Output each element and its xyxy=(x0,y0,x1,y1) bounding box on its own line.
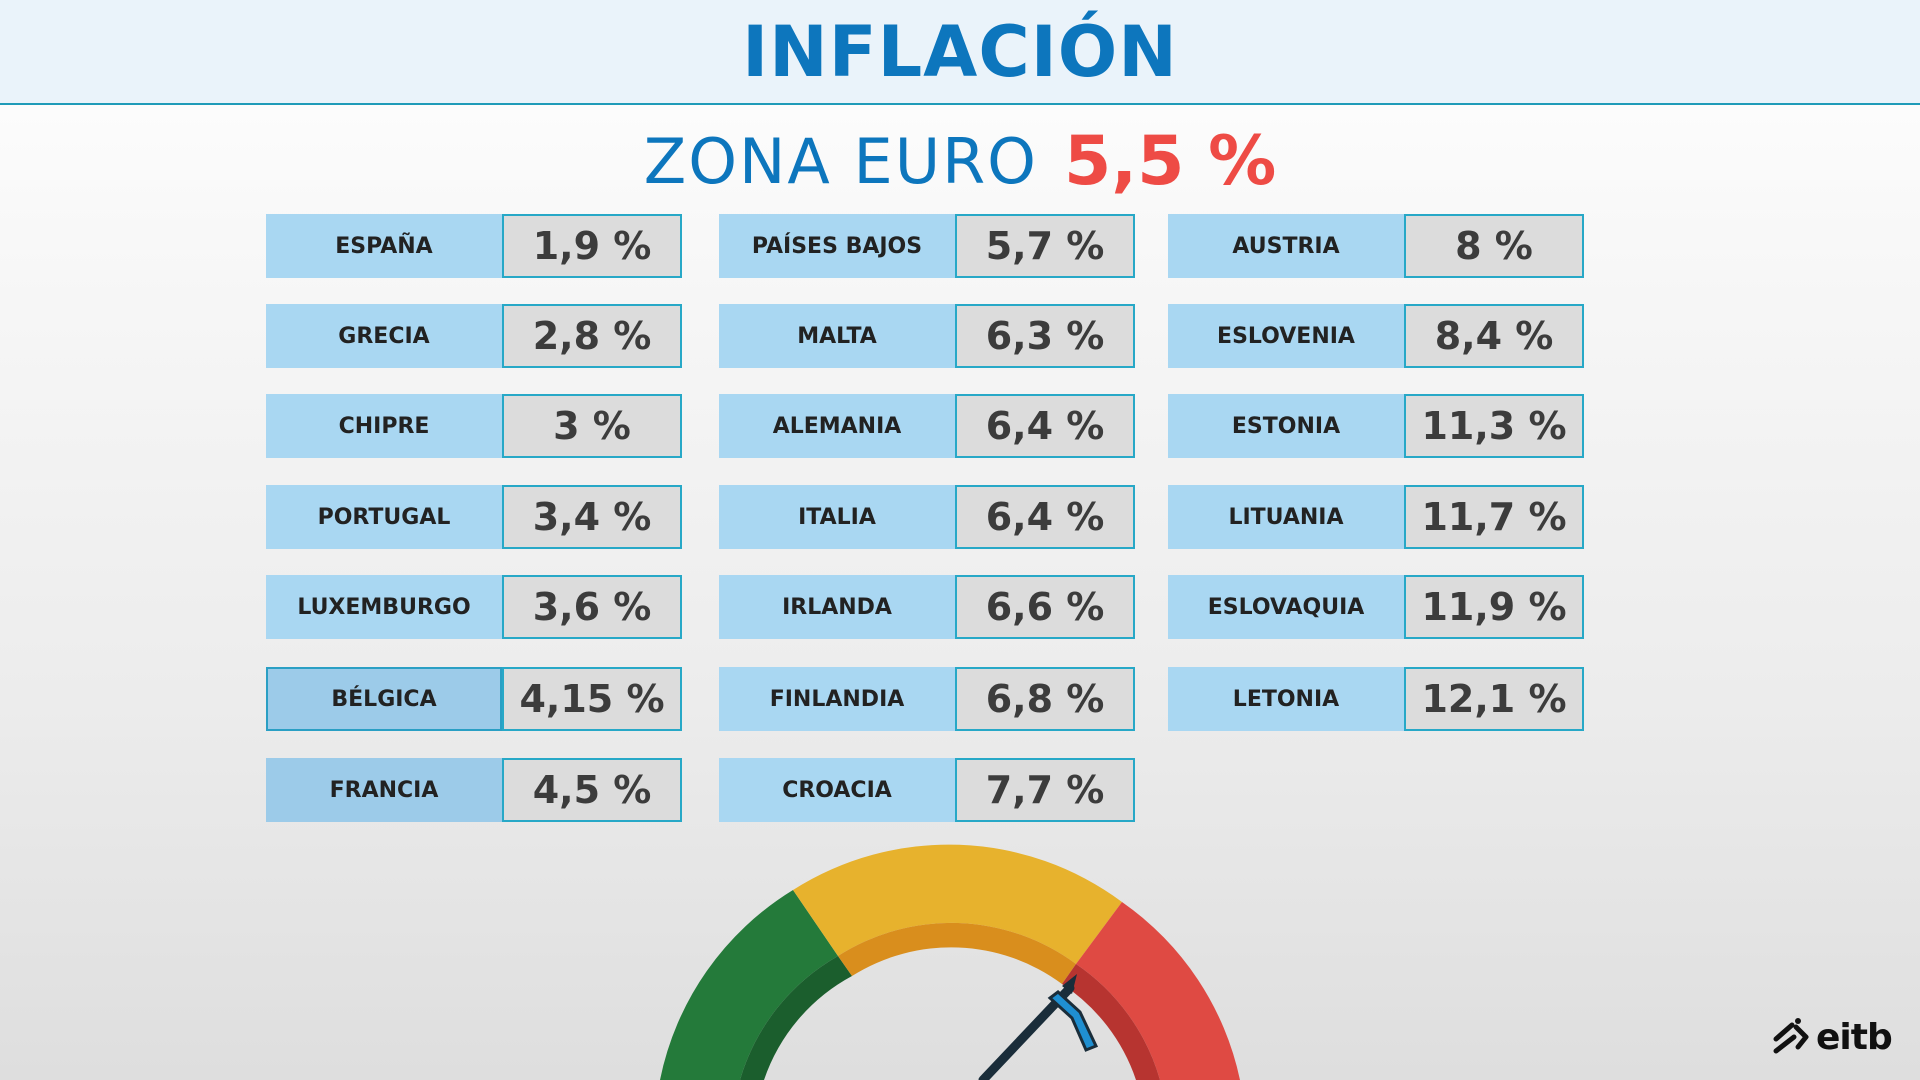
country-name: ITALIA xyxy=(719,485,955,549)
gauge-needle-tip xyxy=(1062,974,1077,994)
inflation-value: 3,6 % xyxy=(502,575,682,639)
header-bar: INFLACIÓN xyxy=(0,0,1920,105)
inflation-value: 4,15 % xyxy=(502,667,682,731)
country-name: LUXEMBURGO xyxy=(266,575,502,639)
country-row: ITALIA 6,4 % xyxy=(719,485,1135,549)
eitb-logo: eitb xyxy=(1772,1012,1902,1062)
country-name: LITUANIA xyxy=(1168,485,1404,549)
country-row: LETONIA 12,1 % xyxy=(1168,667,1584,731)
inflation-value: 1,9 % xyxy=(502,214,682,278)
country-name: ALEMANIA xyxy=(719,394,955,458)
country-row: MALTA 6,3 % xyxy=(719,304,1135,368)
country-row: CROACIA 7,7 % xyxy=(719,758,1135,822)
gauge-yellow-inner xyxy=(838,922,1076,984)
inflation-value: 6,8 % xyxy=(955,667,1135,731)
inflation-value: 11,7 % xyxy=(1404,485,1584,549)
gauge-green-inner xyxy=(740,956,852,1080)
country-name: GRECIA xyxy=(266,304,502,368)
gauge-green-segment xyxy=(660,890,838,1080)
euro-zone-summary: ZONA EURO 5,5 % xyxy=(0,121,1920,201)
country-row: CHIPRE 3 % xyxy=(266,394,682,458)
inflation-value: 6,4 % xyxy=(955,394,1135,458)
gauge-red-inner xyxy=(1062,964,1160,1080)
country-row: PORTUGAL 3,4 % xyxy=(266,485,682,549)
gauge-red-segment xyxy=(1076,902,1240,1080)
gauge-blue-arm xyxy=(1047,990,1099,1052)
country-row: LUXEMBURGO 3,6 % xyxy=(266,575,682,639)
country-name: BÉLGICA xyxy=(266,667,502,731)
country-row: AUSTRIA 8 % xyxy=(1168,214,1584,278)
country-name: ESPAÑA xyxy=(266,214,502,278)
speedometer-gauge-icon xyxy=(660,844,1240,1080)
country-name: ESTONIA xyxy=(1168,394,1404,458)
inflation-value: 2,8 % xyxy=(502,304,682,368)
country-name: MALTA xyxy=(719,304,955,368)
country-row: ESTONIA 11,3 % xyxy=(1168,394,1584,458)
country-row: LITUANIA 11,7 % xyxy=(1168,485,1584,549)
euro-zone-label: ZONA EURO xyxy=(643,124,1038,198)
country-row: ESLOVAQUIA 11,9 % xyxy=(1168,575,1584,639)
country-name: IRLANDA xyxy=(719,575,955,639)
country-row: IRLANDA 6,6 % xyxy=(719,575,1135,639)
inflation-value: 8 % xyxy=(1404,214,1584,278)
country-name: FRANCIA xyxy=(266,758,502,822)
gauge-yellow-segment xyxy=(793,844,1122,964)
inflation-value: 6,3 % xyxy=(955,304,1135,368)
country-row: ALEMANIA 6,4 % xyxy=(719,394,1135,458)
country-name: PORTUGAL xyxy=(266,485,502,549)
country-name: CROACIA xyxy=(719,758,955,822)
country-name: LETONIA xyxy=(1168,667,1404,731)
country-name: PAÍSES BAJOS xyxy=(719,214,955,278)
country-row: FINLANDIA 6,8 % xyxy=(719,667,1135,731)
country-name: AUSTRIA xyxy=(1168,214,1404,278)
inflation-value: 11,3 % xyxy=(1404,394,1584,458)
country-name: ESLOVENIA xyxy=(1168,304,1404,368)
inflation-value: 7,7 % xyxy=(955,758,1135,822)
eitb-logo-icon xyxy=(1773,1018,1809,1054)
inflation-value: 12,1 % xyxy=(1404,667,1584,731)
country-row: PAÍSES BAJOS 5,7 % xyxy=(719,214,1135,278)
eitb-logo-text: eitb xyxy=(1816,1016,1893,1058)
country-name: ESLOVAQUIA xyxy=(1168,575,1404,639)
inflation-value: 3 % xyxy=(502,394,682,458)
inflation-value: 4,5 % xyxy=(502,758,682,822)
inflation-value: 3,4 % xyxy=(502,485,682,549)
country-row: ESLOVENIA 8,4 % xyxy=(1168,304,1584,368)
inflation-value: 5,7 % xyxy=(955,214,1135,278)
country-name: CHIPRE xyxy=(266,394,502,458)
inflation-value: 6,4 % xyxy=(955,485,1135,549)
inflation-value: 8,4 % xyxy=(1404,304,1584,368)
inflation-value: 6,6 % xyxy=(955,575,1135,639)
country-row: FRANCIA 4,5 % xyxy=(266,758,682,822)
euro-zone-value: 5,5 % xyxy=(1063,121,1277,201)
country-row: BÉLGICA 4,15 % xyxy=(266,667,682,731)
country-row: ESPAÑA 1,9 % xyxy=(266,214,682,278)
country-row: GRECIA 2,8 % xyxy=(266,304,682,368)
page-title: INFLACIÓN xyxy=(742,10,1178,93)
inflation-value: 11,9 % xyxy=(1404,575,1584,639)
country-name: FINLANDIA xyxy=(719,667,955,731)
